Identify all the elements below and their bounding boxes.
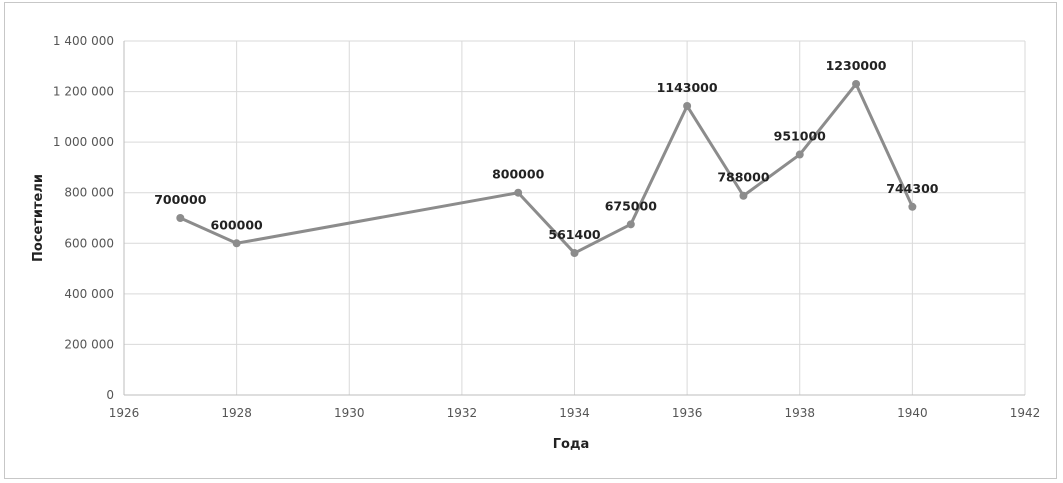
- x-tick-label: 1932: [447, 406, 478, 420]
- x-tick-label: 1942: [1010, 406, 1041, 420]
- x-tick-label: 1930: [334, 406, 365, 420]
- series-line: [178, 82, 914, 255]
- data-point: [626, 220, 635, 229]
- data-point: [908, 202, 917, 211]
- x-tick-label: 1926: [109, 406, 140, 420]
- x-tick-label: 1928: [221, 406, 252, 420]
- data-label: 951000: [774, 129, 826, 144]
- x-axis-title: Года: [553, 437, 590, 452]
- data-point: [176, 214, 185, 222]
- y-tick-label: 0: [106, 388, 114, 402]
- data-point: [514, 188, 523, 197]
- y-tick-label: 600 000: [64, 236, 114, 250]
- x-tick-label: 1934: [559, 406, 590, 420]
- y-tick-label: 1 200 000: [53, 85, 114, 99]
- data-label: 700000: [154, 192, 206, 207]
- axes: [123, 41, 1025, 396]
- y-tick-label: 800 000: [64, 186, 114, 200]
- x-tick-label: 1936: [672, 406, 703, 420]
- x-tick-labels: 1926 1928 1930 1932 1934 1936 1938 1940 1942: [109, 406, 1041, 420]
- data-label: 675000: [605, 198, 657, 213]
- chart-frame: [4, 2, 1057, 479]
- data-point: [795, 150, 804, 159]
- x-tick-label: 1940: [897, 406, 928, 420]
- data-label: 800000: [492, 167, 544, 182]
- data-point: [570, 249, 579, 258]
- data-label: 561400: [548, 227, 600, 242]
- data-label: 1230000: [826, 58, 887, 73]
- data-point: [232, 239, 241, 248]
- data-label: 600000: [211, 217, 263, 232]
- data-label: 1143000: [657, 80, 718, 95]
- data-labels: 700000 600000 800000 561400 675000 1143000 788…: [154, 58, 939, 242]
- data-label: 744300: [886, 181, 938, 196]
- x-tick-label: 1938: [784, 406, 815, 420]
- data-point: [739, 191, 748, 200]
- y-tick-label: 1 000 000: [53, 135, 114, 149]
- data-point: [852, 79, 861, 88]
- y-tick-label: 400 000: [64, 287, 114, 301]
- y-axis-title: Посетители: [31, 174, 46, 262]
- data-label: 788000: [717, 170, 769, 185]
- grid: [124, 40, 1026, 395]
- data-point: [683, 101, 692, 110]
- y-tick-label: 1 400 000: [53, 34, 114, 48]
- y-tick-label: 200 000: [64, 337, 114, 351]
- y-tick-labels: 0 200 000 400 000 600 000 800 000 1 000 000 1 …: [53, 34, 114, 402]
- series-group: [176, 79, 917, 258]
